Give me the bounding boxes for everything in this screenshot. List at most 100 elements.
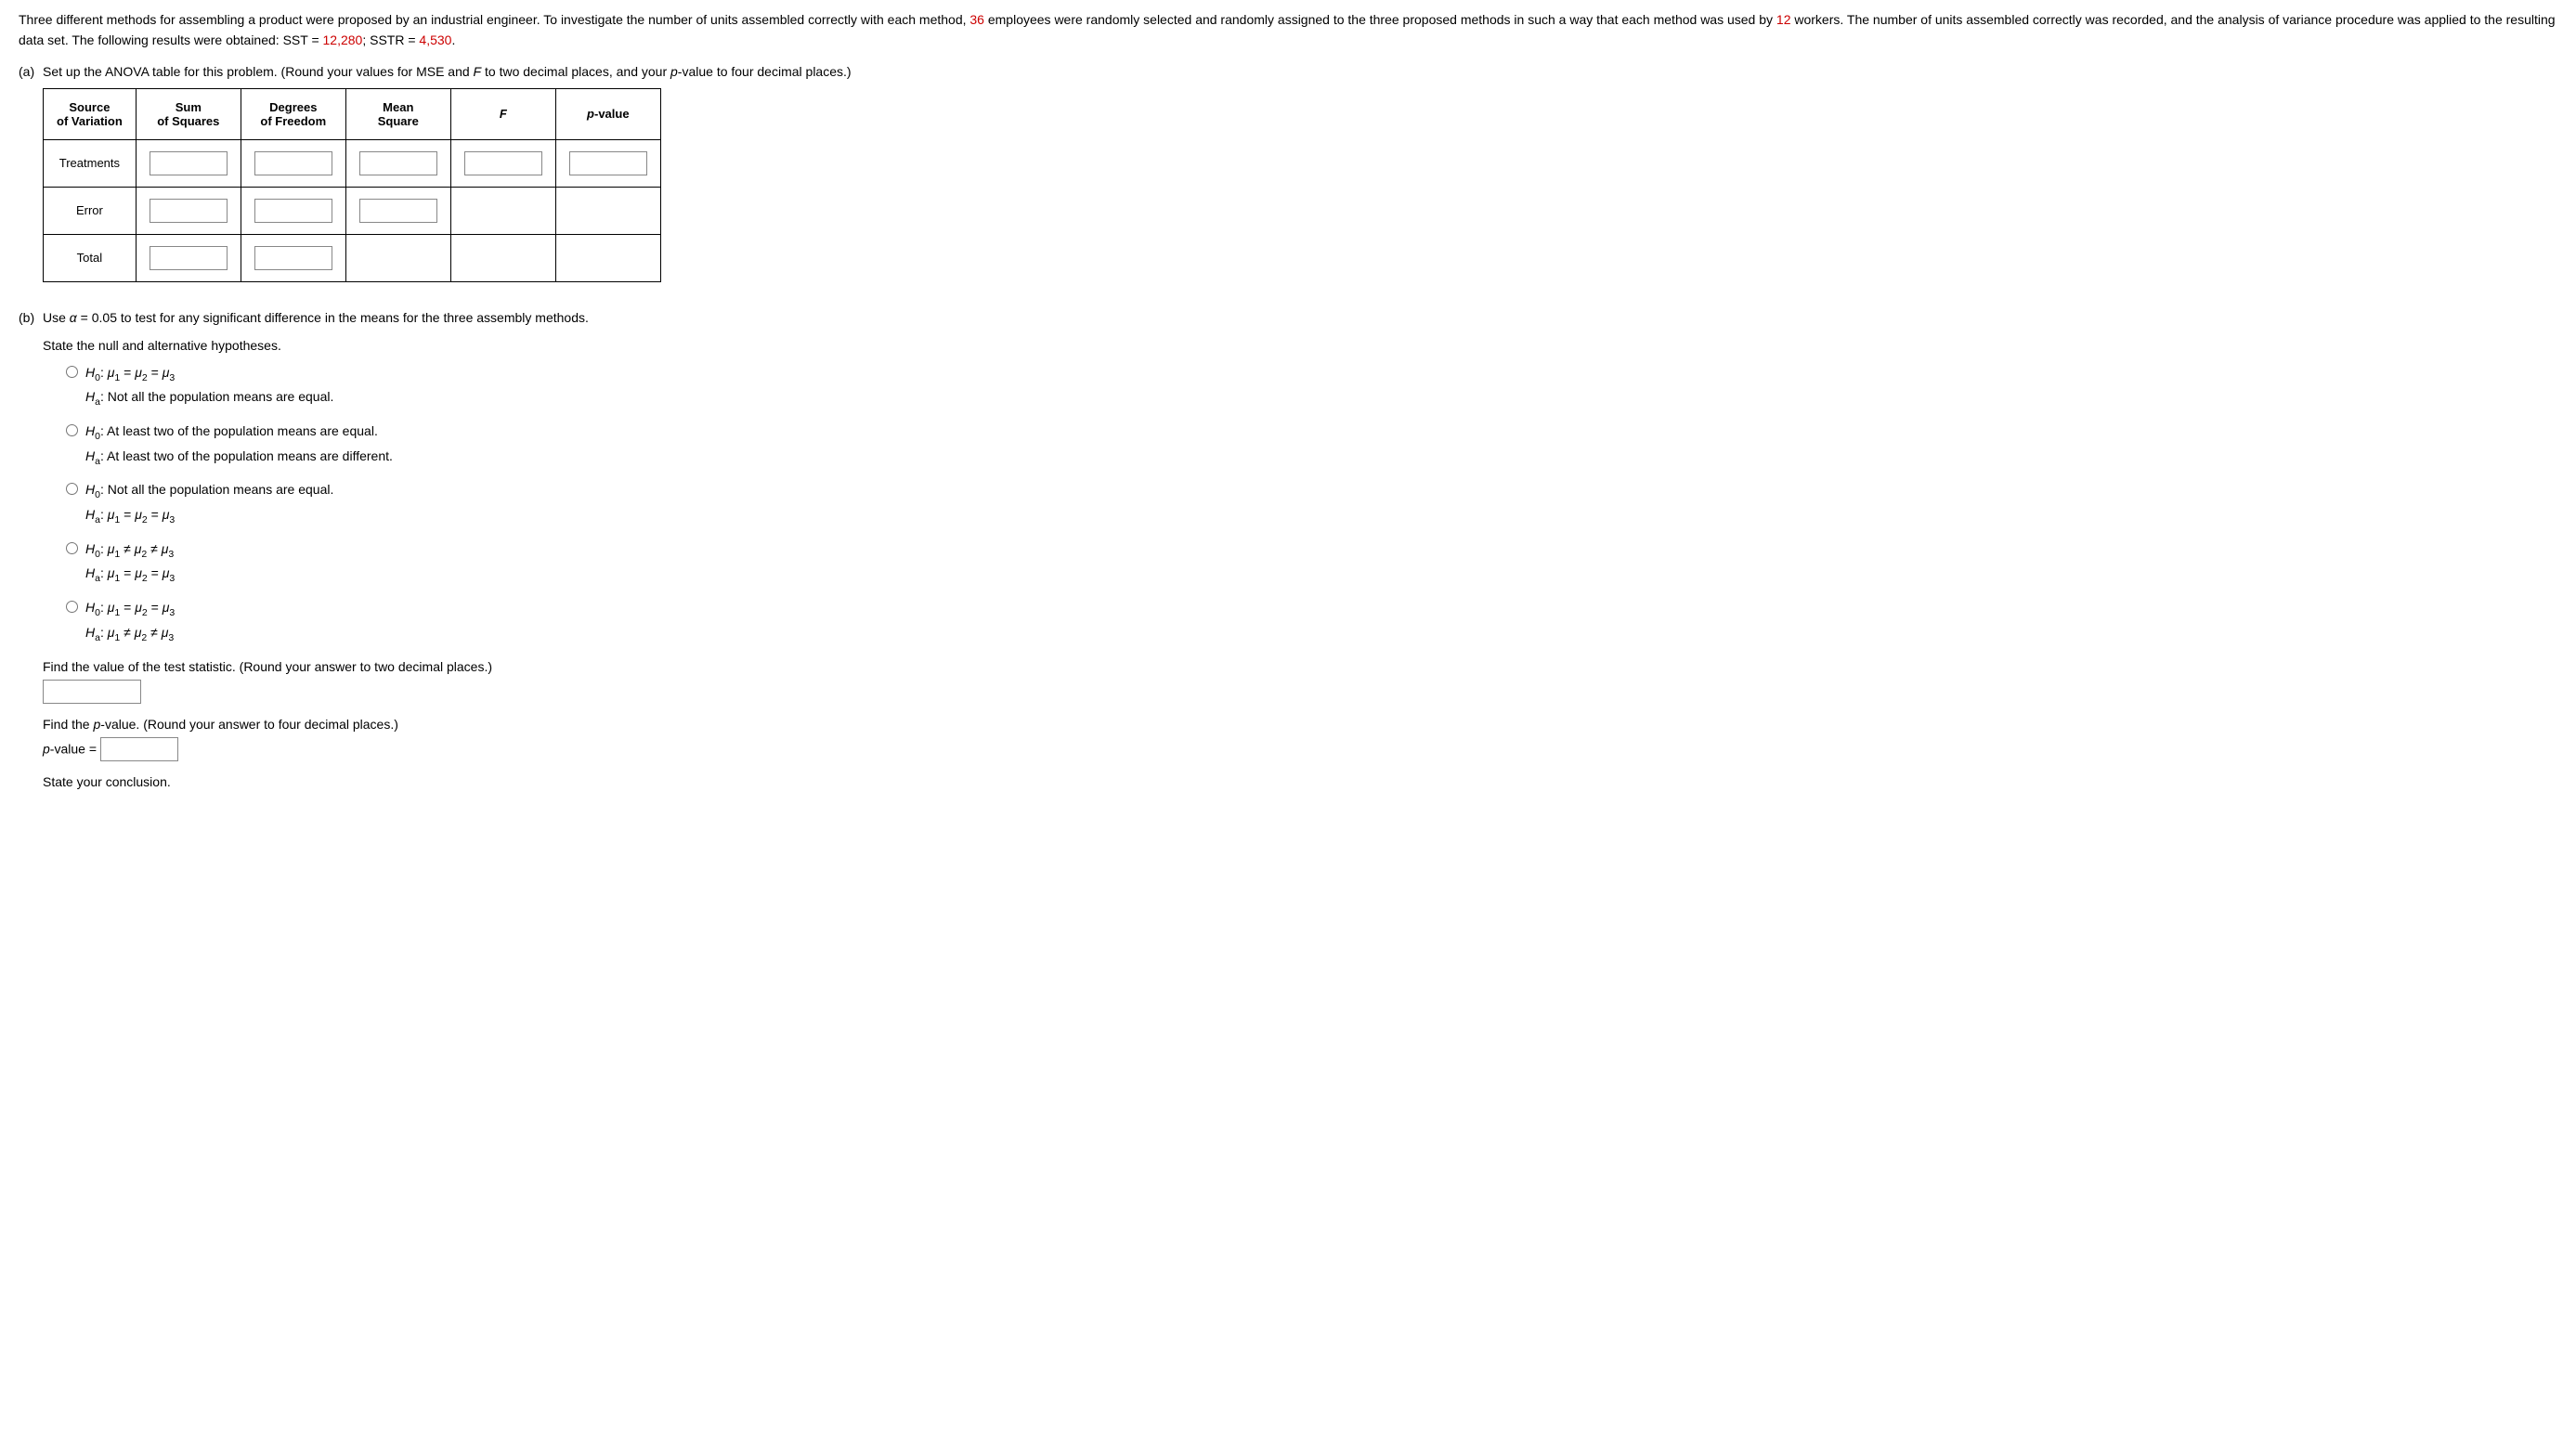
header-df-2: of Freedom — [260, 114, 326, 128]
o4-h0-colon: : — [100, 541, 108, 556]
find-pvalue-2: -value. (Round your answer to four decim… — [100, 717, 398, 732]
row-treatments-label: Treatments — [44, 139, 137, 187]
hyp-option-5-text: H0: μ1 = μ2 = μ3 Ha: μ1 ≠ μ2 ≠ μ3 — [85, 597, 175, 646]
part-b-label: (b) — [19, 310, 43, 795]
error-df-input[interactable] — [254, 199, 332, 223]
header-f: F — [450, 88, 555, 139]
header-pvalue: p-value — [555, 88, 660, 139]
error-ms-input[interactable] — [359, 199, 437, 223]
o1-h0-h: H — [85, 365, 95, 380]
part-b-prompt: Use α = 0.05 to test for any significant… — [43, 310, 2557, 325]
hyp-option-4-text: H0: μ1 ≠ μ2 ≠ μ3 Ha: μ1 = μ2 = μ3 — [85, 538, 175, 588]
o2-h0-text: : At least two of the population means a… — [100, 423, 378, 438]
hypothesis-options: H0: μ1 = μ2 = μ3 Ha: Not all the populat… — [61, 362, 2557, 646]
header-df: Degreesof Freedom — [241, 88, 345, 139]
error-f-cell — [450, 187, 555, 234]
hyp-option-1-radio[interactable] — [66, 366, 78, 378]
row-error-label: Error — [44, 187, 137, 234]
o1-eq2: = — [148, 365, 163, 380]
treatments-f-input[interactable] — [464, 151, 542, 175]
total-ss-input[interactable] — [150, 246, 228, 270]
treatments-ss-input[interactable] — [150, 151, 228, 175]
header-source: Sourceof Variation — [44, 88, 137, 139]
hyp-option-2-radio[interactable] — [66, 424, 78, 436]
sstr-value: 4,530 — [419, 32, 451, 47]
error-ss-input[interactable] — [150, 199, 228, 223]
part-a-prompt-f: F — [474, 64, 482, 79]
o3-ha-colon: : — [100, 507, 108, 522]
hyp-option-2-text: H0: At least two of the population means… — [85, 421, 393, 470]
o3-mu3-sub: 3 — [169, 514, 175, 525]
part-a-prompt-2: to two decimal places, and your — [481, 64, 670, 79]
find-pvalue-1: Find the — [43, 717, 93, 732]
o4-mu3-sub: 3 — [168, 548, 174, 559]
o5-eq2: = — [148, 600, 163, 615]
o4-aeq2: = — [148, 565, 163, 580]
treatments-pvalue-input[interactable] — [569, 151, 647, 175]
n-employees: 36 — [969, 12, 984, 27]
o1-mu2: μ — [135, 365, 142, 380]
header-ms-1: Mean — [383, 100, 413, 114]
o3-h0-h: H — [85, 482, 95, 497]
header-ms: MeanSquare — [345, 88, 450, 139]
hyp-option-4-radio[interactable] — [66, 542, 78, 554]
header-ss-1: Sum — [176, 100, 202, 114]
part-a-prompt-1: Set up the ANOVA table for this problem.… — [43, 64, 474, 79]
o1-ha-h: H — [85, 389, 95, 404]
total-ms-cell — [345, 234, 450, 281]
o3-ha-h: H — [85, 507, 95, 522]
intro-text-5: . — [451, 32, 455, 47]
hyp-option-3-text: H0: Not all the population means are equ… — [85, 479, 333, 528]
treatments-df-input[interactable] — [254, 151, 332, 175]
part-a-prompt: Set up the ANOVA table for this problem.… — [43, 64, 2557, 79]
header-ss-2: of Squares — [157, 114, 219, 128]
error-pvalue-cell — [555, 187, 660, 234]
o3-eq2: = — [148, 507, 163, 522]
part-a-label: (a) — [19, 64, 43, 301]
find-test-stat-label: Find the value of the test statistic. (R… — [43, 659, 2557, 674]
total-df-input[interactable] — [254, 246, 332, 270]
part-b-prompt-1: Use — [43, 310, 70, 325]
total-pvalue-cell — [555, 234, 660, 281]
o1-eq1: = — [120, 365, 135, 380]
o2-ha-h: H — [85, 448, 95, 463]
treatments-ms-input[interactable] — [359, 151, 437, 175]
header-f-text: F — [500, 107, 507, 121]
part-b-prompt-2: = 0.05 to test for any significant diffe… — [77, 310, 589, 325]
hyp-option-5-radio[interactable] — [66, 601, 78, 613]
header-pvalue-p: p — [587, 107, 594, 121]
header-pvalue-rest: -value — [594, 107, 630, 121]
problem-intro: Three different methods for assembling a… — [19, 9, 2557, 51]
o1-h0-colon: : — [100, 365, 108, 380]
o2-h0-h: H — [85, 423, 95, 438]
header-source-1: Source — [69, 100, 110, 114]
header-df-1: Degrees — [269, 100, 317, 114]
o5-h0-h: H — [85, 600, 95, 615]
o5-ane2: ≠ — [147, 625, 161, 640]
intro-text-1: Three different methods for assembling a… — [19, 12, 969, 27]
state-conclusion-label: State your conclusion. — [43, 774, 2557, 789]
o5-mu3-sub: 3 — [169, 607, 175, 618]
o4-h0-h: H — [85, 541, 95, 556]
pvalue-label-p: p — [43, 742, 50, 757]
state-hypotheses-label: State the null and alternative hypothese… — [43, 338, 2557, 353]
o4-aeq1: = — [120, 565, 135, 580]
o2-ha-text: : At least two of the population means a… — [100, 448, 393, 463]
o5-ane1: ≠ — [120, 625, 134, 640]
o5-eq1: = — [120, 600, 135, 615]
intro-text-4: ; SSTR = — [362, 32, 419, 47]
test-stat-input[interactable] — [43, 680, 141, 704]
o4-ha-colon: : — [100, 565, 108, 580]
find-pvalue-label: Find the p-value. (Round your answer to … — [43, 717, 2557, 732]
o1-ha-text: : Not all the population means are equal… — [100, 389, 333, 404]
o5-ha-h: H — [85, 625, 95, 640]
anova-table: Sourceof Variation Sumof Squares Degrees… — [43, 88, 661, 282]
sst-value: 12,280 — [323, 32, 363, 47]
o5-h0-colon: : — [100, 600, 108, 615]
o3-mu2: μ — [135, 507, 142, 522]
pvalue-input[interactable] — [100, 737, 178, 761]
o5-mu2: μ — [135, 600, 142, 615]
part-a-prompt-p: p — [670, 64, 678, 79]
intro-text-2: employees were randomly selected and ran… — [984, 12, 1776, 27]
hyp-option-3-radio[interactable] — [66, 483, 78, 495]
